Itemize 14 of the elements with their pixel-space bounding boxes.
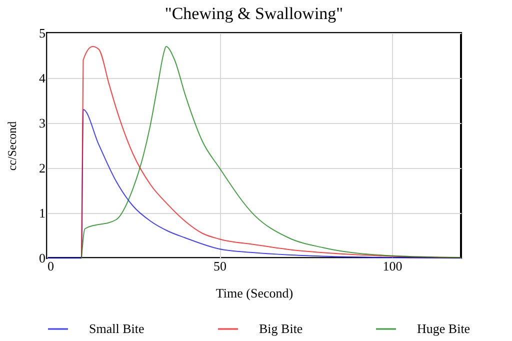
y-tick-label: 1 bbox=[39, 206, 46, 220]
y-tick-label: 3 bbox=[39, 116, 46, 130]
line-series bbox=[81, 46, 462, 258]
chart-title: "Chewing & Swallowing" bbox=[164, 4, 344, 23]
y-axis-title: cc/Second bbox=[5, 121, 19, 171]
y-tick-label: 4 bbox=[39, 70, 46, 86]
x-axis-title: Time (Second) bbox=[216, 286, 294, 300]
legend-label: Big Bite bbox=[259, 321, 303, 336]
legend-label: Small Bite bbox=[89, 321, 144, 336]
x-tick-label: 50 bbox=[214, 258, 226, 274]
y-tick-label: 2 bbox=[39, 160, 46, 176]
legend-label: Huge Bite bbox=[417, 321, 470, 336]
x-tick-label: 100 bbox=[382, 258, 402, 274]
y-tick-label: 5 bbox=[39, 26, 46, 40]
